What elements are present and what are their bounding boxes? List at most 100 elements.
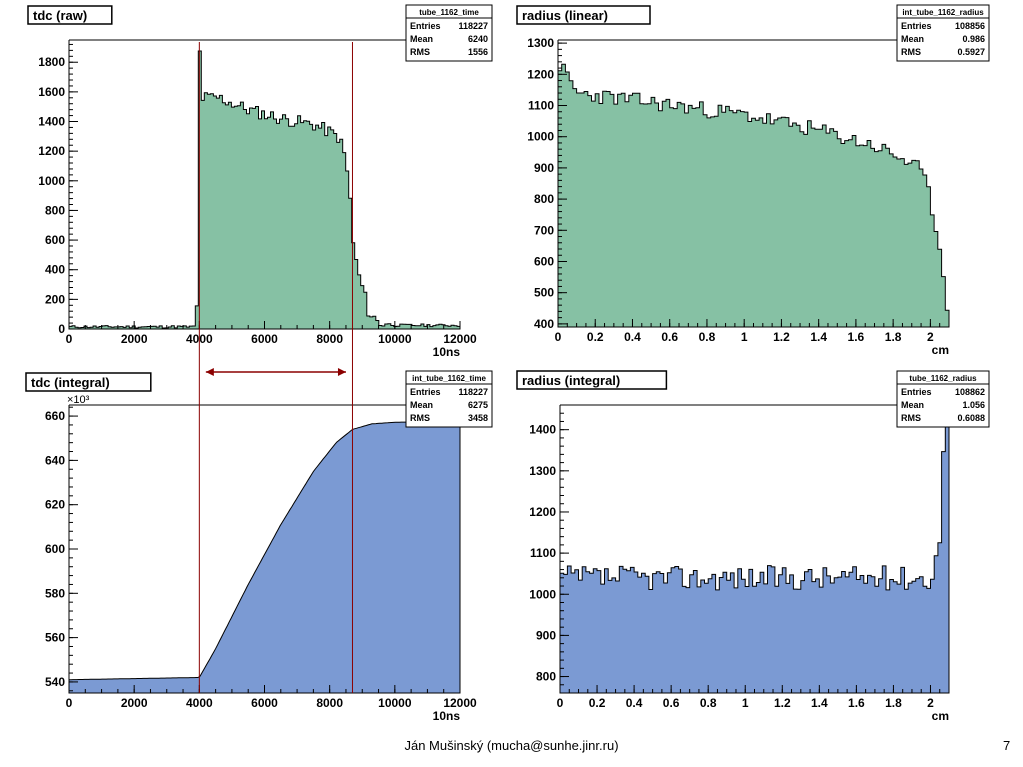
y-tick-label: 700 bbox=[534, 223, 554, 237]
y-axis-multiplier: ×10³ bbox=[67, 394, 90, 406]
y-tick-label: 800 bbox=[534, 192, 554, 206]
y-tick-label: 800 bbox=[536, 670, 556, 684]
x-tick-label: 8000 bbox=[316, 332, 343, 346]
x-tick-label: 2 bbox=[927, 330, 934, 344]
stats-rms-label: RMS bbox=[901, 413, 921, 423]
stats-box bbox=[405, 370, 493, 428]
y-tick-label: 900 bbox=[536, 628, 556, 642]
x-tick-label: 12000 bbox=[443, 696, 477, 710]
stats-rms-label: RMS bbox=[901, 47, 921, 57]
chart-panel-1: 0 2000 4000 6000 8000 10000 1200010ns020040060… bbox=[27, 4, 493, 359]
x-tick-label: 0.8 bbox=[699, 330, 716, 344]
stats-entries-value: 118227 bbox=[458, 21, 488, 31]
stats-entries-label: Entries bbox=[901, 21, 932, 31]
x-tick-label: 0.6 bbox=[663, 696, 680, 710]
stats-rms-label: RMS bbox=[410, 47, 430, 57]
stats-box bbox=[896, 370, 990, 428]
y-tick-label: 900 bbox=[534, 161, 554, 175]
y-tick-label: 1200 bbox=[529, 505, 556, 519]
y-tick-label: 1300 bbox=[529, 464, 556, 478]
stats-rms-label: RMS bbox=[410, 413, 430, 423]
x-tick-label: 12000 bbox=[443, 332, 477, 346]
x-tick-label: 2 bbox=[927, 696, 934, 710]
stats-mean-label: Mean bbox=[901, 400, 924, 410]
footer-author: Ján Mušinský (mucha@sunhe.jinr.ru) bbox=[404, 738, 619, 753]
y-tick-label: 1300 bbox=[527, 36, 554, 50]
x-tick-label: 1 bbox=[741, 330, 748, 344]
histogram-series bbox=[559, 404, 950, 694]
y-tick-label: 1400 bbox=[529, 423, 556, 437]
chart-title-box bbox=[516, 5, 651, 25]
stats-rms-value: 3458 bbox=[468, 413, 488, 423]
stats-name: tube_1162_time bbox=[419, 8, 479, 17]
y-tick-label: 580 bbox=[45, 586, 65, 600]
y-tick-label: 800 bbox=[45, 203, 65, 217]
x-tick-label: 8000 bbox=[316, 696, 343, 710]
x-axis-label: 10ns bbox=[433, 709, 461, 723]
stats-name: int_tube_1162_radius bbox=[902, 8, 984, 17]
y-tick-label: 600 bbox=[534, 254, 554, 268]
stats-mean-label: Mean bbox=[410, 400, 433, 410]
x-tick-label: 1.4 bbox=[810, 330, 827, 344]
stats-entries-value: 108856 bbox=[955, 21, 985, 31]
y-tick-label: 1100 bbox=[530, 546, 556, 560]
y-tick-label: 640 bbox=[45, 453, 65, 467]
x-tick-label: 0 bbox=[555, 330, 562, 344]
y-tick-label: 1000 bbox=[529, 587, 556, 601]
chart-title: tdc (integral) bbox=[31, 375, 110, 390]
y-tick-label: 1800 bbox=[38, 55, 65, 69]
x-tick-label: 1.6 bbox=[848, 696, 865, 710]
stats-rms-value: 1556 bbox=[468, 47, 488, 57]
histogram-series bbox=[557, 63, 950, 328]
stats-name: tube_1162_radius bbox=[909, 374, 977, 383]
y-tick-label: 540 bbox=[45, 675, 65, 689]
stats-mean-value: 6240 bbox=[468, 34, 488, 44]
x-tick-label: 10000 bbox=[378, 696, 412, 710]
stats-name: int_tube_1162_time bbox=[412, 374, 486, 383]
y-tick-label: 1000 bbox=[38, 174, 65, 188]
chart-title-box bbox=[27, 5, 113, 25]
x-tick-label: 1.6 bbox=[848, 330, 865, 344]
chart-title: tdc (raw) bbox=[33, 8, 87, 23]
x-tick-label: 1.4 bbox=[811, 696, 828, 710]
stats-mean-value: 6275 bbox=[468, 400, 488, 410]
y-tick-label: 660 bbox=[45, 409, 65, 423]
stats-box bbox=[896, 4, 990, 62]
x-axis-label: 10ns bbox=[433, 345, 461, 359]
y-tick-label: 500 bbox=[534, 286, 554, 300]
y-tick-label: 400 bbox=[534, 317, 554, 331]
x-tick-label: 1.8 bbox=[885, 696, 902, 710]
x-tick-label: 0.2 bbox=[589, 696, 606, 710]
x-tick-label: 6000 bbox=[251, 332, 278, 346]
x-tick-label: 0.2 bbox=[587, 330, 604, 344]
x-tick-label: 6000 bbox=[251, 696, 278, 710]
y-tick-label: 1200 bbox=[527, 67, 554, 81]
stats-entries-label: Entries bbox=[410, 387, 441, 397]
y-tick-label: 1600 bbox=[38, 85, 65, 99]
stats-mean-label: Mean bbox=[410, 34, 433, 44]
x-tick-label: 2000 bbox=[121, 696, 148, 710]
x-axis-label: cm bbox=[932, 709, 949, 723]
y-tick-label: 1100 bbox=[528, 99, 554, 113]
y-tick-label: 400 bbox=[45, 263, 65, 277]
x-tick-label: 0.4 bbox=[624, 330, 641, 344]
x-tick-label: 0 bbox=[66, 332, 73, 346]
histogram-series bbox=[68, 50, 461, 330]
x-tick-label: 0 bbox=[557, 696, 564, 710]
x-tick-label: 0.8 bbox=[700, 696, 717, 710]
y-tick-label: 600 bbox=[45, 542, 65, 556]
x-tick-label: 0.6 bbox=[661, 330, 678, 344]
y-tick-label: 0 bbox=[58, 322, 65, 336]
y-tick-label: 1200 bbox=[38, 144, 65, 158]
stats-rms-value: 0.5927 bbox=[957, 47, 985, 57]
stats-mean-value: 0.986 bbox=[962, 34, 985, 44]
x-tick-label: 0 bbox=[66, 696, 73, 710]
integral-area-series bbox=[68, 420, 461, 694]
x-tick-label: 2000 bbox=[121, 332, 148, 346]
y-tick-label: 200 bbox=[45, 292, 65, 306]
stats-entries-label: Entries bbox=[901, 387, 932, 397]
page-number: 7 bbox=[1003, 738, 1011, 753]
x-axis-label: cm bbox=[932, 343, 949, 357]
